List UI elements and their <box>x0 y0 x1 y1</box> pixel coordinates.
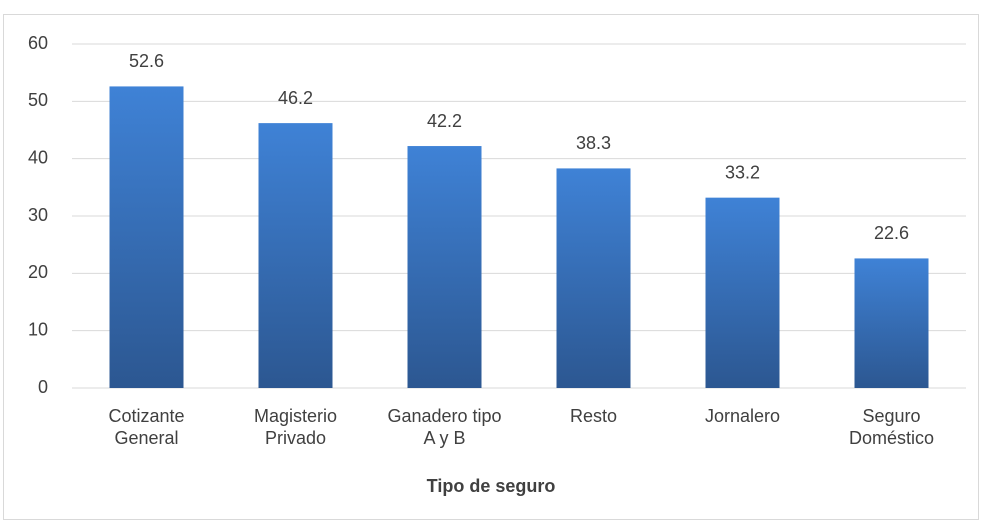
data-label: 46.2 <box>278 88 313 108</box>
bar <box>854 258 929 388</box>
bar <box>109 86 184 388</box>
data-label: 38.3 <box>576 133 611 153</box>
y-tick-label: 0 <box>38 377 48 397</box>
x-tick-label: Jornalero <box>704 406 781 426</box>
y-tick-label: 30 <box>28 205 48 225</box>
y-tick-label: 50 <box>28 90 48 110</box>
bar <box>407 146 482 388</box>
data-label: 42.2 <box>427 111 462 131</box>
y-tick-label: 10 <box>28 319 48 339</box>
chart-border <box>3 14 979 520</box>
y-tick-label: 60 <box>28 33 48 53</box>
bar <box>258 123 333 389</box>
x-tick-label: Seguro Doméstico <box>848 406 935 448</box>
x-tick-label: Resto <box>569 406 618 426</box>
bar <box>705 197 780 388</box>
data-label: 52.6 <box>129 51 164 71</box>
y-tick-label: 20 <box>28 262 48 282</box>
bar <box>556 168 631 388</box>
x-tick-label: Cotizante General <box>108 406 185 448</box>
x-tick-label: Ganadero tipo A y B <box>387 406 502 448</box>
data-label: 22.6 <box>874 223 909 243</box>
data-label: 33.2 <box>725 162 760 182</box>
x-axis-title: Tipo de seguro <box>426 476 556 496</box>
x-tick-label: Magisterio Privado <box>253 406 338 448</box>
y-tick-label: 40 <box>28 147 48 167</box>
